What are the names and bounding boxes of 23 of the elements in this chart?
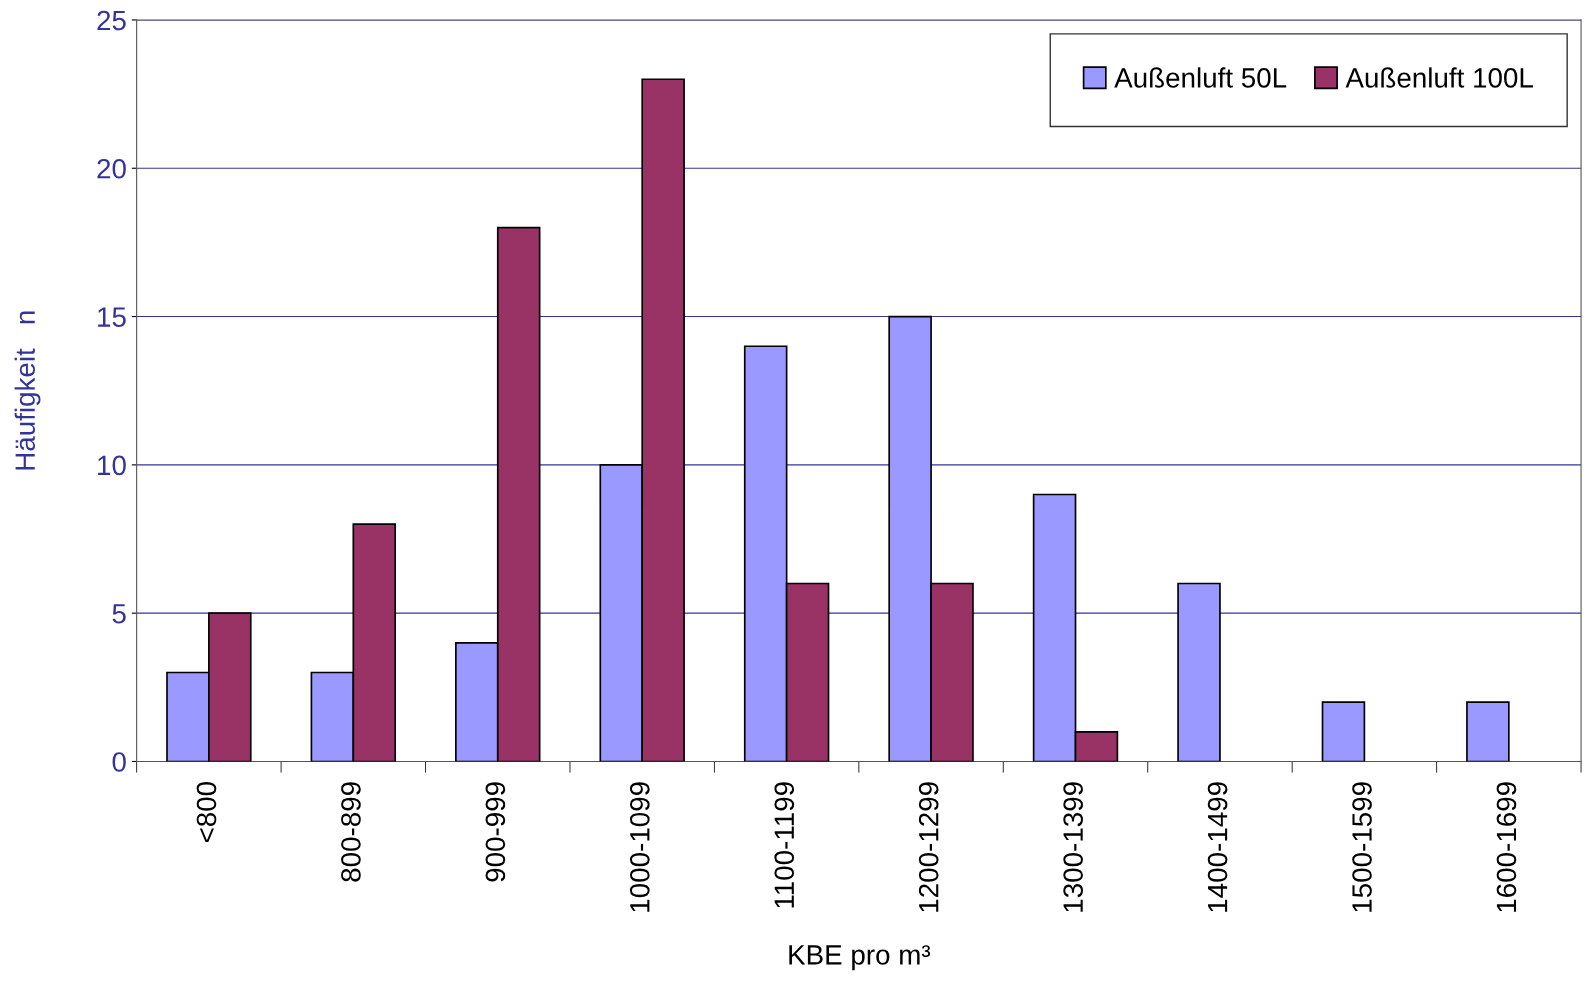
x-tick-label: 1400-1499 [1207, 782, 1228, 912]
y-axis-title: Häufigkeit n [14, 311, 41, 470]
y-tick-label: 5 [112, 604, 126, 624]
y-tick-label: 25 [97, 10, 126, 31]
x-tick-label: 1100-1199 [774, 782, 795, 908]
bar [1321, 701, 1366, 762]
x-tick-label: 1500-1599 [1352, 782, 1372, 912]
x-tick-label: 1300-1399 [1063, 782, 1083, 912]
y-tick-label: 15 [98, 307, 126, 327]
y-tick-label: 0 [112, 752, 126, 772]
bar [1177, 582, 1221, 762]
x-axis-title: KBE pro m³ [789, 945, 931, 971]
legend-label: Außenluft 100L [1345, 67, 1533, 88]
y-tick-label: 10 [98, 455, 126, 476]
x-tick-label: 1000-1099 [629, 782, 650, 912]
legend-label: Außenluft 50L [1114, 67, 1287, 88]
y-tick-label: 20 [97, 158, 126, 179]
x-tick-label: 1200-1299 [918, 782, 939, 912]
bar [1466, 701, 1510, 762]
x-tick-label: 800-899 [341, 782, 361, 882]
x-tick-label: <800 [196, 782, 217, 843]
x-tick-label: 900-999 [485, 782, 506, 882]
x-tick-label: 1600-1699 [1496, 782, 1517, 912]
